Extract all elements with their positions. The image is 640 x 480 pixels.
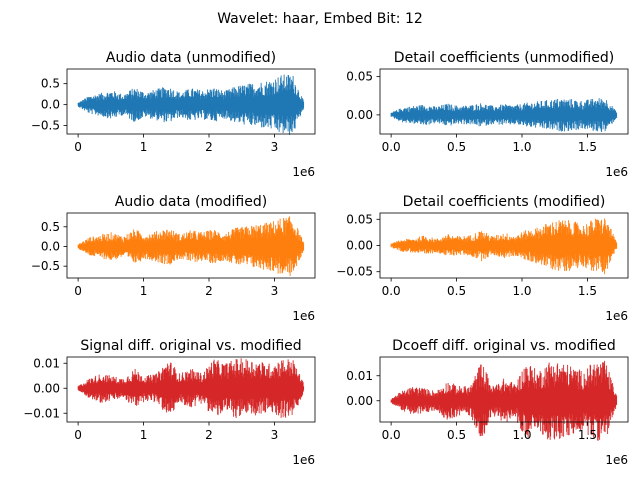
x-tick-label: 3 — [271, 284, 279, 298]
y-tick-label: 0.01 — [33, 356, 60, 370]
y-tick-label: −0.01 — [23, 406, 60, 420]
x-tick-label: 1 — [140, 140, 148, 154]
y-tick-label: 0.05 — [346, 70, 373, 84]
axes-frame — [66, 356, 316, 423]
x-offset-label: 1e6 — [292, 165, 315, 179]
x-tick-label: 0 — [74, 284, 82, 298]
y-tick-label: 0.0 — [41, 239, 60, 253]
subplot-3: Audio data (modified) 0 1 2 3 1e6 −0.5 0.0 0.5 — [31, 194, 316, 323]
y-tick-label: −0.5 — [31, 119, 60, 133]
subplot-6: Dcoeff diff. original vs. modified 0.0 0.5… — [346, 338, 629, 467]
x-tick-label: 0.5 — [447, 284, 466, 298]
x-tick-label: 3 — [271, 428, 279, 442]
subplot-title: Signal diff. original vs. modified — [80, 338, 301, 354]
x-offset-label: 1e6 — [605, 309, 628, 323]
x-tick-label: 1.0 — [512, 428, 531, 442]
axes-frame — [66, 68, 316, 135]
subplot-title: Dcoeff diff. original vs. modified — [392, 338, 616, 354]
x-tick-label: 2 — [205, 284, 213, 298]
axes-frame — [379, 68, 629, 135]
x-offset-label: 1e6 — [605, 453, 628, 467]
x-tick-label: 1.0 — [512, 284, 531, 298]
x-offset-label: 1e6 — [292, 309, 315, 323]
figure-suptitle: Wavelet: haar, Embed Bit: 12 — [217, 11, 423, 27]
x-tick-label: 2 — [205, 140, 213, 154]
x-tick-label: 3 — [271, 140, 279, 154]
x-tick-label: 0.5 — [447, 428, 466, 442]
y-tick-label: 0.05 — [346, 212, 373, 226]
subplot-title: Detail coefficients (modified) — [403, 194, 606, 210]
x-tick-label: 0.0 — [382, 428, 401, 442]
axes-frame — [66, 212, 316, 279]
subplot-5: Signal diff. original vs. modified 0 1 2 3 1e… — [23, 338, 316, 467]
x-tick-label: 1.0 — [512, 140, 531, 154]
x-tick-label: 0.0 — [382, 140, 401, 154]
y-tick-label: 0.00 — [346, 394, 373, 408]
y-tick-label: 0.5 — [41, 77, 60, 91]
y-tick-label: 0.0 — [41, 98, 60, 112]
y-tick-label: 0.01 — [346, 369, 373, 383]
subplot-title: Audio data (modified) — [115, 194, 267, 210]
x-tick-label: 0 — [74, 140, 82, 154]
x-tick-label: 1 — [140, 428, 148, 442]
y-tick-label: 0.5 — [41, 220, 60, 234]
x-tick-label: 1.5 — [578, 284, 597, 298]
subplot-4: Detail coefficients (modified) 0.0 0.5 1.0 1… — [336, 194, 629, 323]
y-tick-label: 0.00 — [346, 239, 373, 253]
x-tick-label: 0.5 — [447, 140, 466, 154]
x-tick-label: 0.0 — [382, 284, 401, 298]
subplot-title: Detail coefficients (unmodified) — [394, 50, 614, 66]
y-tick-label: 0.00 — [346, 108, 373, 122]
x-tick-label: 1.5 — [578, 140, 597, 154]
subplot-title: Audio data (unmodified) — [106, 50, 276, 66]
x-tick-label: 0 — [74, 428, 82, 442]
x-tick-label: 1.5 — [578, 428, 597, 442]
x-tick-label: 1 — [140, 284, 148, 298]
subplot-1: Audio data (unmodified) 0 1 2 3 1e6 −0.5 0.0 0.5 — [31, 50, 316, 179]
signal-line — [390, 218, 618, 275]
y-tick-label: −0.05 — [336, 265, 373, 279]
y-tick-label: −0.5 — [31, 259, 60, 273]
y-tick-label: 0.00 — [33, 381, 60, 395]
subplot-2: Detail coefficients (unmodified) 0.0 0.5 1.… — [346, 50, 629, 179]
subplots-grid: Audio data (unmodified) 0 1 2 3 1e6 −0.5 0.0 0.5… — [23, 50, 629, 467]
x-offset-label: 1e6 — [292, 453, 315, 467]
x-offset-label: 1e6 — [605, 165, 628, 179]
axes-frame — [379, 356, 629, 423]
x-tick-label: 2 — [205, 428, 213, 442]
